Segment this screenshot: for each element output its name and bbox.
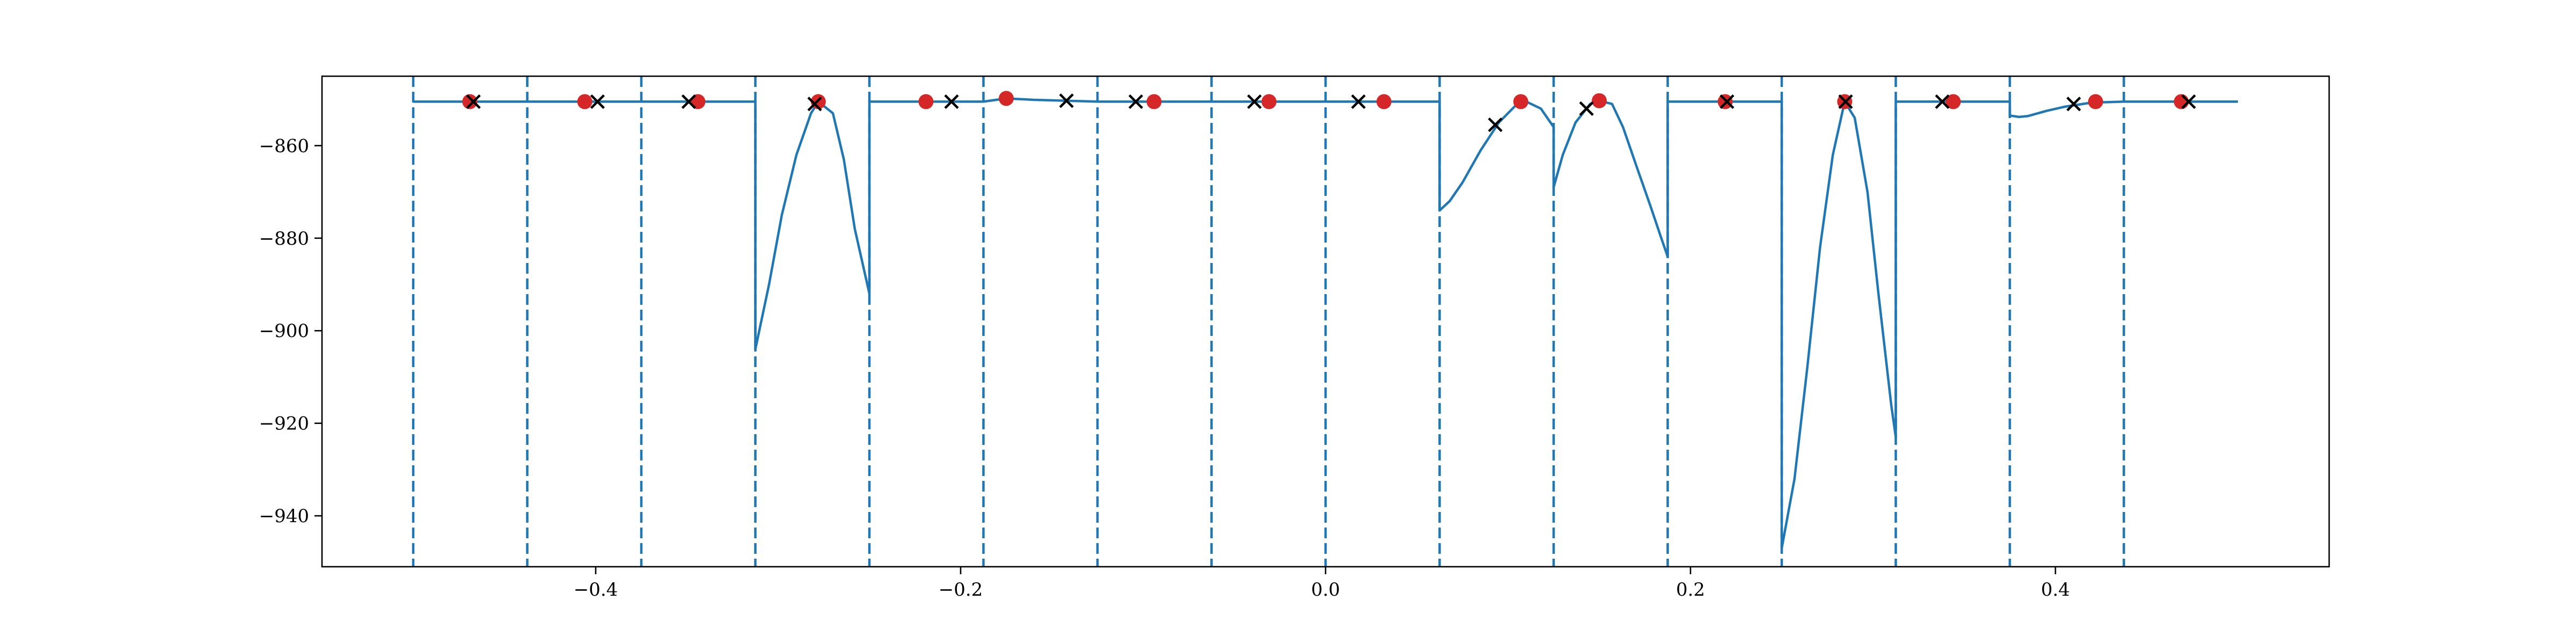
cross-point (807, 97, 822, 112)
cross-point (1488, 117, 1503, 133)
cross-point (1719, 94, 1735, 109)
red-dot-point (1261, 94, 1277, 109)
cross-point (2181, 94, 2196, 109)
red-dot-point (1945, 94, 1961, 109)
red-dot-point (1146, 94, 1162, 109)
red-dot-point (999, 91, 1014, 106)
x-tick-label: −0.2 (939, 579, 983, 601)
y-tick-label: −940 (259, 506, 309, 527)
red-dot-point (1592, 93, 1607, 108)
red-dot-point (577, 94, 592, 109)
cross-point (1838, 94, 1853, 109)
cross-point (1059, 93, 1074, 108)
y-tick-label: −860 (259, 135, 309, 157)
red-dot-point (2174, 94, 2189, 109)
cross-point (1579, 101, 1594, 116)
y-tick-label: −920 (259, 413, 309, 435)
x-tick-label: 0.4 (2041, 579, 2070, 601)
red-dot-point (1513, 94, 1528, 109)
series-line (413, 97, 2238, 550)
cross-point (681, 94, 696, 109)
red-dot-point (1376, 94, 1392, 109)
cross-point (1128, 94, 1143, 109)
red-dot-point (1717, 94, 1733, 109)
x-tick-label: 0.0 (1311, 579, 1340, 601)
cross-point (590, 94, 605, 109)
axis-ticks: −0.4 −0.2 0.0 0.2 0.4 −860 −880 −900 −920 −940 (259, 135, 2070, 601)
y-tick-label: −880 (259, 228, 309, 250)
plot-marks (412, 76, 2238, 567)
y-tick-label: −900 (259, 320, 309, 342)
x-tick-label: −0.4 (574, 579, 618, 601)
cross-point (1935, 94, 1950, 109)
cross-point (1247, 94, 1262, 109)
cross-point (1351, 94, 1366, 109)
cross-point (2066, 97, 2081, 112)
cross-point (466, 94, 481, 109)
red-dot-point (462, 94, 478, 109)
red-dot-point (918, 94, 934, 109)
cross-point (944, 94, 959, 109)
red-dot-point (2088, 94, 2103, 109)
x-tick-label: 0.2 (1676, 579, 1705, 601)
